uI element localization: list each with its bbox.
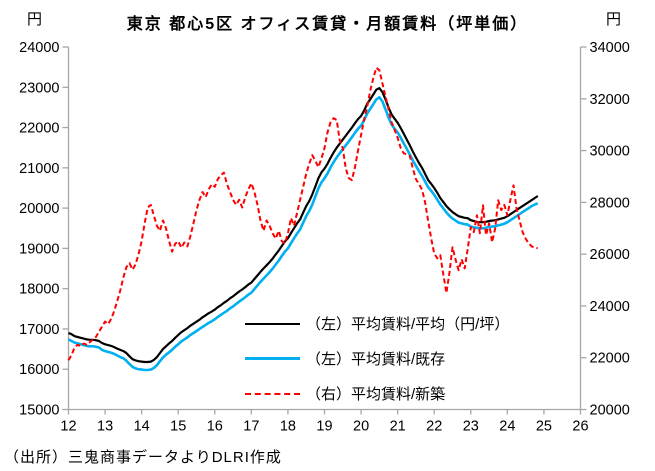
x-axis-tick-label: 15 bbox=[170, 419, 186, 435]
left-axis-tick-label: 22000 bbox=[19, 121, 59, 137]
x-axis-tick-label: 13 bbox=[97, 419, 113, 435]
left-axis-tick-label: 19000 bbox=[19, 241, 59, 257]
legend-label-existing: （左）平均賃料/既存 bbox=[306, 351, 446, 368]
right-axis-tick-label: 32000 bbox=[590, 92, 630, 108]
left-axis-tick-label: 24000 bbox=[19, 40, 59, 56]
right-axis-tick-label: 30000 bbox=[590, 144, 630, 160]
right-axis-tick-label: 20000 bbox=[590, 403, 630, 419]
x-axis-tick-label: 21 bbox=[390, 419, 406, 435]
left-axis-tick-label: 20000 bbox=[19, 201, 59, 217]
x-axis-tick-label: 22 bbox=[426, 419, 442, 435]
legend-item-average: （左）平均賃料/平均（円/坪） bbox=[245, 306, 509, 341]
x-axis-tick-label: 24 bbox=[499, 419, 515, 435]
right-axis-unit-label: 円 bbox=[606, 11, 622, 28]
x-axis-tick-label: 14 bbox=[134, 419, 150, 435]
left-axis-tick-label: 21000 bbox=[19, 161, 59, 177]
left-axis-tick-label: 23000 bbox=[19, 80, 59, 96]
x-axis-tick-label: 25 bbox=[536, 419, 552, 435]
left-axis-tick-label: 18000 bbox=[19, 282, 59, 298]
x-axis-tick-label: 26 bbox=[572, 419, 588, 435]
series-line-1 bbox=[67, 96, 539, 372]
legend-item-existing: （左）平均賃料/既存 bbox=[245, 341, 509, 376]
x-axis-tick-label: 18 bbox=[280, 419, 296, 435]
right-axis-tick-label: 26000 bbox=[590, 247, 630, 263]
legend-label-new: （右）平均賃料/新築 bbox=[306, 386, 446, 403]
x-axis-tick-label: 19 bbox=[316, 419, 332, 435]
x-axis-tick-label: 23 bbox=[463, 419, 479, 435]
left-axis-unit-label: 円 bbox=[27, 11, 43, 28]
chart-title: 東京 都心5区 オフィス賃貸・月額賃料（坪単価） bbox=[126, 16, 529, 33]
right-axis-tick-label: 34000 bbox=[590, 40, 630, 56]
left-axis-tick-label: 15000 bbox=[19, 403, 59, 419]
x-axis-tick-label: 17 bbox=[243, 419, 259, 435]
right-axis-tick-label: 24000 bbox=[590, 299, 630, 315]
x-axis-tick-label: 16 bbox=[207, 419, 223, 435]
left-axis-tick-label: 17000 bbox=[19, 322, 59, 338]
x-axis-tick-label: 20 bbox=[353, 419, 369, 435]
legend-line-sample-average bbox=[245, 322, 300, 325]
series-line-0 bbox=[68, 86, 539, 364]
right-axis-tick-label: 22000 bbox=[590, 351, 630, 367]
legend: （左）平均賃料/平均（円/坪） （左）平均賃料/既存 （右）平均賃料/新築 bbox=[245, 306, 509, 411]
left-axis-tick-label: 16000 bbox=[19, 362, 59, 378]
x-axis-tick-label: 12 bbox=[60, 419, 76, 435]
legend-line-sample-existing bbox=[245, 357, 300, 360]
series-line-2 bbox=[67, 66, 538, 361]
legend-item-new: （右）平均賃料/新築 bbox=[245, 376, 509, 411]
legend-line-sample-new bbox=[245, 392, 300, 395]
source-note: （出所）三鬼商事データよりDLRI作成 bbox=[4, 449, 282, 466]
legend-label-average: （左）平均賃料/平均（円/坪） bbox=[306, 316, 510, 333]
right-axis-tick-label: 28000 bbox=[590, 195, 630, 211]
